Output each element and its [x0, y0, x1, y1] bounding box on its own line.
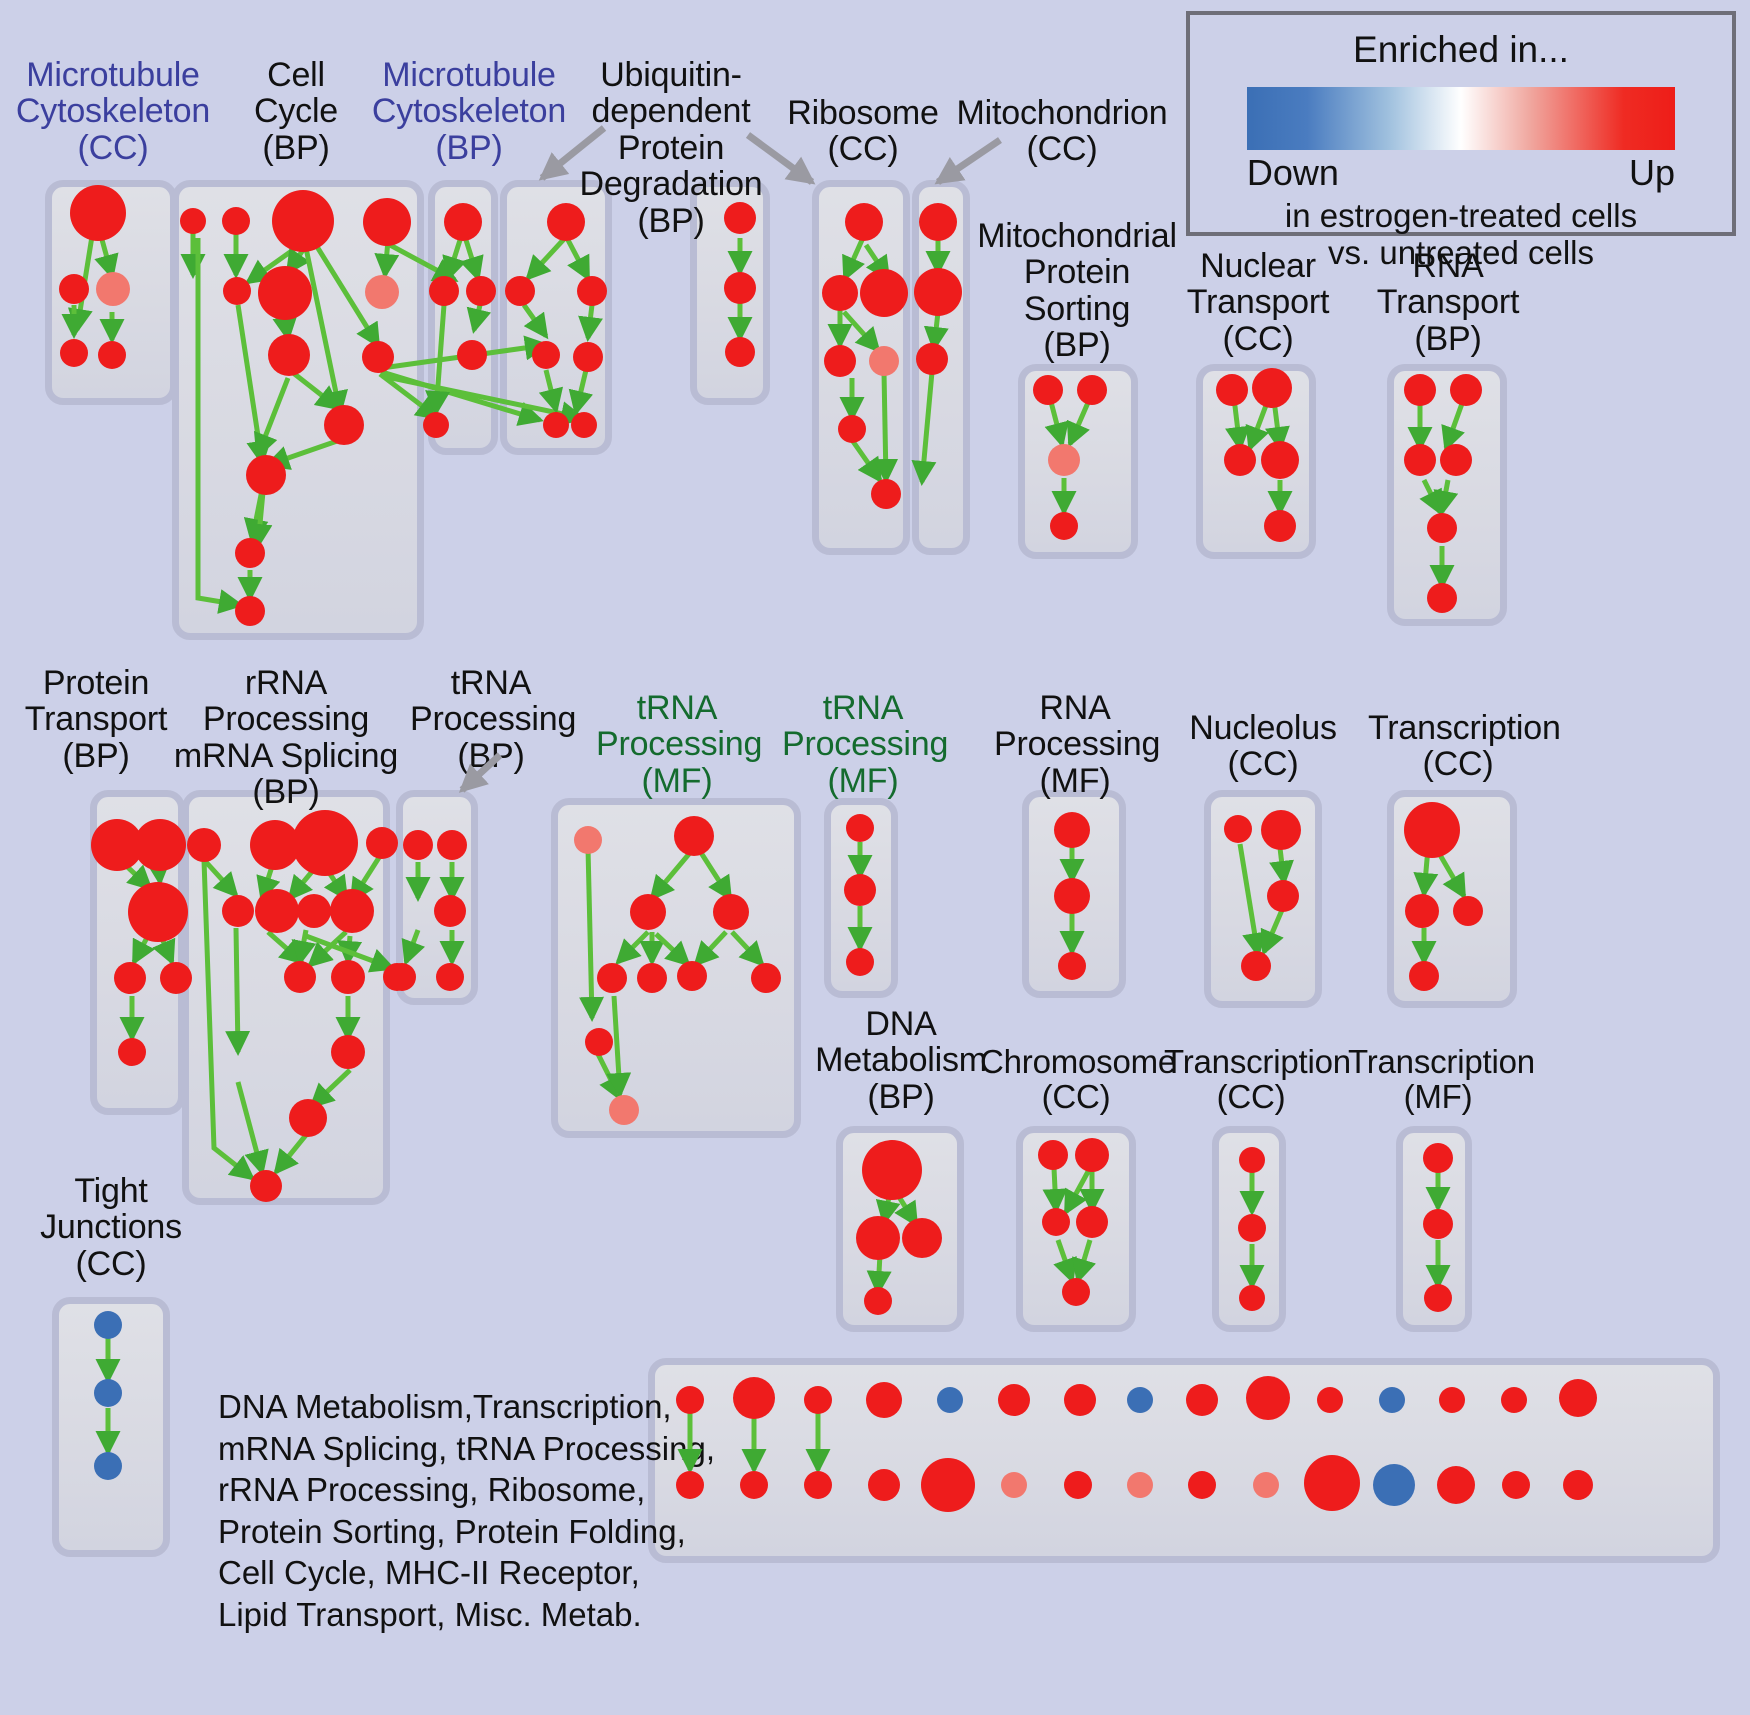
cluster-box-tight-junctions-cc: [52, 1297, 170, 1557]
cluster-box-transcription-mf: [1396, 1126, 1472, 1332]
legend-subtitle: in estrogen-treated cells vs. untreated …: [1284, 197, 1638, 271]
label-ribosome-cc: Ribosome (CC): [787, 94, 939, 169]
cluster-box-trna-processing-mf-small: [824, 798, 898, 998]
label-rrna-processing-mrna-splicing-bp: rRNA Processing mRNA Splicing (BP): [173, 664, 399, 812]
cluster-box-microtubule-cytoskeleton-cc: [45, 180, 177, 405]
label-transcription-mf: Transcription (MF): [1348, 1043, 1535, 1116]
cluster-box-chromosome-cc: [1016, 1126, 1136, 1332]
legend-title: Enriched in...: [1353, 29, 1569, 70]
label-nuclear-transport-cc: Nuclear Transport (CC): [1186, 247, 1330, 358]
legend-low-label: Down: [1246, 152, 1339, 193]
label-tight-junctions-cc: Tight Junctions (CC): [40, 1172, 182, 1283]
label-mitochondrial-protein-sorting-bp: Mitochondrial Protein Sorting (BP): [977, 217, 1177, 365]
cluster-box-protein-transport-bp: [90, 790, 185, 1115]
label-transcription-cc-2: Transcription (CC): [1164, 1043, 1351, 1116]
cluster-box-rna-transport-bp: [1387, 364, 1507, 626]
cluster-box-nucleolus-cc: [1204, 790, 1322, 1008]
label-protein-transport-bp: Protein Transport (BP): [24, 664, 168, 775]
cluster-box-mitochondrion-cc: [912, 180, 970, 555]
cluster-box-trna-processing-bp: [396, 790, 478, 1005]
cluster-box-nuclear-transport-cc: [1196, 364, 1316, 559]
label-trna-processing-mf-1: tRNA Processing (MF): [596, 689, 763, 800]
label-nucleolus-cc: Nucleolus (CC): [1189, 709, 1337, 784]
cluster-box-cell-cycle-bp: [172, 180, 424, 640]
label-mitochondrion-cc: Mitochondrion (CC): [956, 94, 1168, 169]
label-microtubule-cytoskeleton-cc: Microtubule Cytoskeleton (CC): [15, 56, 211, 167]
label-rna-transport-bp: RNA Transport (BP): [1376, 247, 1520, 358]
cluster-box-misc-unconnected: [648, 1358, 1720, 1563]
legend-colorbar: [1246, 87, 1676, 150]
label-ubiquitin-protein-degradation-bp: Ubiquitin- dependent Protein Degradation…: [579, 56, 763, 240]
cluster-box-trna-processing-mf-large: [551, 798, 801, 1138]
label-trna-processing-bp: tRNA Processing (BP): [410, 664, 577, 775]
cluster-box-mitochondrial-protein-sorting-bp: [1018, 364, 1138, 559]
cluster-box-rna-processing-mf: [1022, 790, 1126, 998]
misc-category-paragraph: DNA Metabolism,Transcription, mRNA Splic…: [218, 1388, 716, 1633]
cluster-box-rrna-mrna-bp: [182, 790, 390, 1205]
label-rna-processing-mf: RNA Processing (MF): [994, 689, 1161, 800]
cluster-box-transcription-cc-2: [1212, 1126, 1286, 1332]
label-trna-processing-mf-2: tRNA Processing (MF): [782, 689, 949, 800]
legend-high-label: Up: [1629, 152, 1676, 193]
cluster-box-dna-metabolism-bp: [836, 1126, 964, 1332]
cluster-box-transcription-cc-1: [1387, 790, 1517, 1008]
label-microtubule-cytoskeleton-bp: Microtubule Cytoskeleton (BP): [371, 56, 567, 167]
label-cell-cycle-bp: Cell Cycle (BP): [253, 56, 339, 167]
cluster-box-microtubule-cytoskeleton-bp: [428, 180, 498, 455]
label-chromosome-cc: Chromosome (CC): [980, 1043, 1177, 1116]
legend-box: Enriched in... Down Up in estrogen-treat…: [1186, 11, 1736, 271]
label-dna-metabolism-bp: DNA Metabolism (BP): [815, 1005, 987, 1116]
label-transcription-cc-1: Transcription (CC): [1368, 709, 1561, 784]
cluster-box-ribosome-cc: [812, 180, 910, 555]
